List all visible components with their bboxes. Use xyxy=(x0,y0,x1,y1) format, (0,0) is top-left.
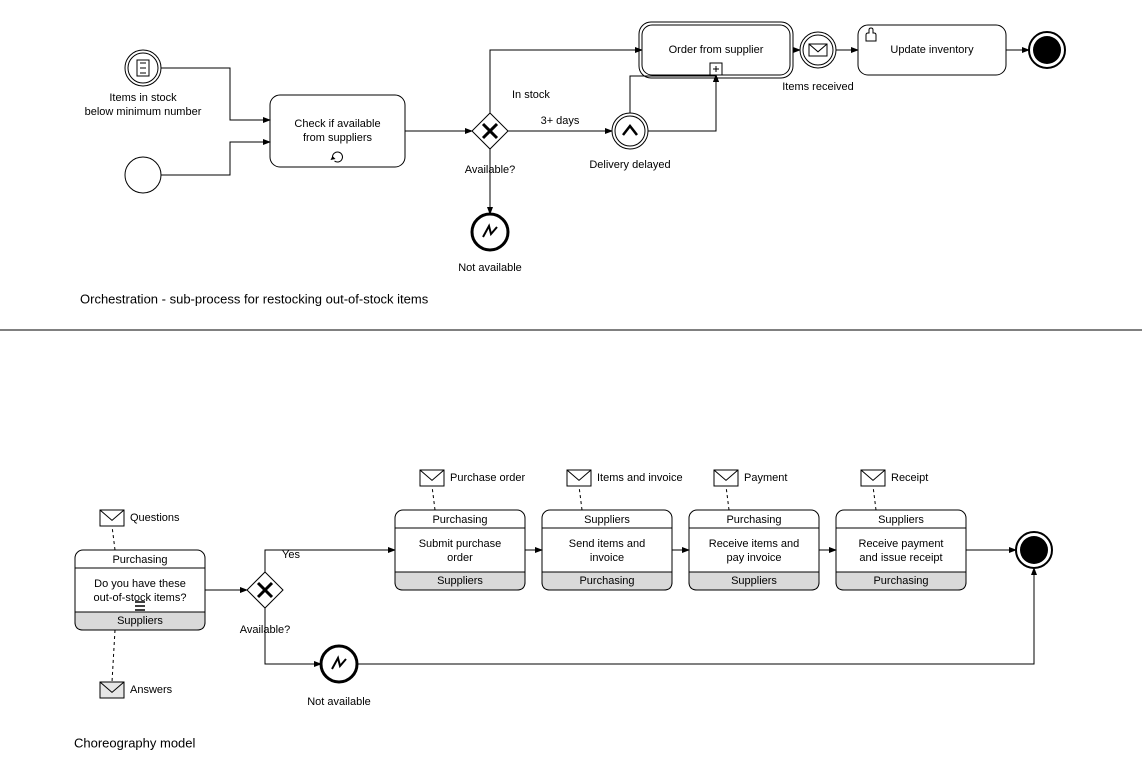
start-event xyxy=(125,157,161,193)
flow-timer-to-order2 xyxy=(648,75,716,131)
choreo-mid: and issue receipt xyxy=(859,552,942,564)
end-event xyxy=(1029,32,1065,68)
flow-start2 xyxy=(161,142,270,175)
label: Order from supplier xyxy=(669,44,764,56)
choreo-top: Purchasing xyxy=(432,514,487,526)
available-gateway xyxy=(472,113,508,149)
choreo-mid: order xyxy=(447,552,473,564)
orchestration-caption: Orchestration - sub-process for restocki… xyxy=(80,291,429,306)
subprocess-marker xyxy=(710,63,722,75)
start-conditional-label: below minimum number xyxy=(85,106,202,118)
end-event xyxy=(1016,532,1052,568)
assoc-msg-3 xyxy=(579,486,582,510)
choreo-bottom: Suppliers xyxy=(437,575,483,587)
message-label: Payment xyxy=(744,472,787,484)
message-label: Questions xyxy=(130,512,180,524)
assoc-msg-5 xyxy=(873,486,876,510)
choreo-mid: Do you have these xyxy=(94,578,186,590)
start-conditional-label: Items in stock xyxy=(109,92,177,104)
branch-yes-label: Yes xyxy=(282,549,300,561)
envelope-icon xyxy=(567,470,591,486)
choreo-top: Purchasing xyxy=(112,554,167,566)
message-label: Purchase order xyxy=(450,472,526,484)
assoc-msg-4 xyxy=(726,486,729,510)
choreo-mid: invoice xyxy=(590,552,624,564)
flow-timer-to-order xyxy=(630,75,716,113)
message-label: Answers xyxy=(130,684,173,696)
message-label: Items and invoice xyxy=(597,472,683,484)
envelope-icon xyxy=(100,682,124,698)
choreo-notavail-label: Not available xyxy=(307,696,371,708)
timer-label: Delivery delayed xyxy=(589,159,670,171)
choreo-bottom: Suppliers xyxy=(117,615,163,627)
envelope-icon xyxy=(861,470,885,486)
assoc-msg-2 xyxy=(432,486,435,510)
branch-3days-label: 3+ days xyxy=(541,115,580,127)
flow-c-notavail xyxy=(265,608,321,664)
choreo-mid: Submit purchase xyxy=(419,538,502,550)
choreo-top: Suppliers xyxy=(584,514,630,526)
choreo-mid: pay invoice xyxy=(726,552,781,564)
choreography-caption: Choreography model xyxy=(74,735,196,750)
choreo-bottom: Purchasing xyxy=(579,575,634,587)
envelope-icon xyxy=(809,44,827,56)
choreo-mid: Receive items and xyxy=(709,538,800,550)
branch-instock-label: In stock xyxy=(512,89,550,101)
items-received-label: Items received xyxy=(782,81,854,93)
choreo-bottom: Suppliers xyxy=(731,575,777,587)
timer-event xyxy=(612,113,648,149)
envelope-icon xyxy=(714,470,738,486)
envelope-icon xyxy=(420,470,444,486)
choreo-bottom: Purchasing xyxy=(873,575,928,587)
choreo-mid: Send items and xyxy=(569,538,645,550)
choreo-top: Purchasing xyxy=(726,514,781,526)
not-available-label: Not available xyxy=(458,262,522,274)
assoc-questions xyxy=(112,526,115,550)
choreo-mid: Receive payment xyxy=(859,538,944,550)
assoc-answers xyxy=(112,630,115,682)
label: Check if available xyxy=(294,118,380,130)
flow-instock xyxy=(490,50,642,113)
choreo-top: Suppliers xyxy=(878,514,924,526)
label: Update inventory xyxy=(890,44,974,56)
choreo-gateway xyxy=(247,572,283,608)
label: from suppliers xyxy=(303,132,373,144)
message-label: Receipt xyxy=(891,472,928,484)
envelope-icon xyxy=(100,510,124,526)
